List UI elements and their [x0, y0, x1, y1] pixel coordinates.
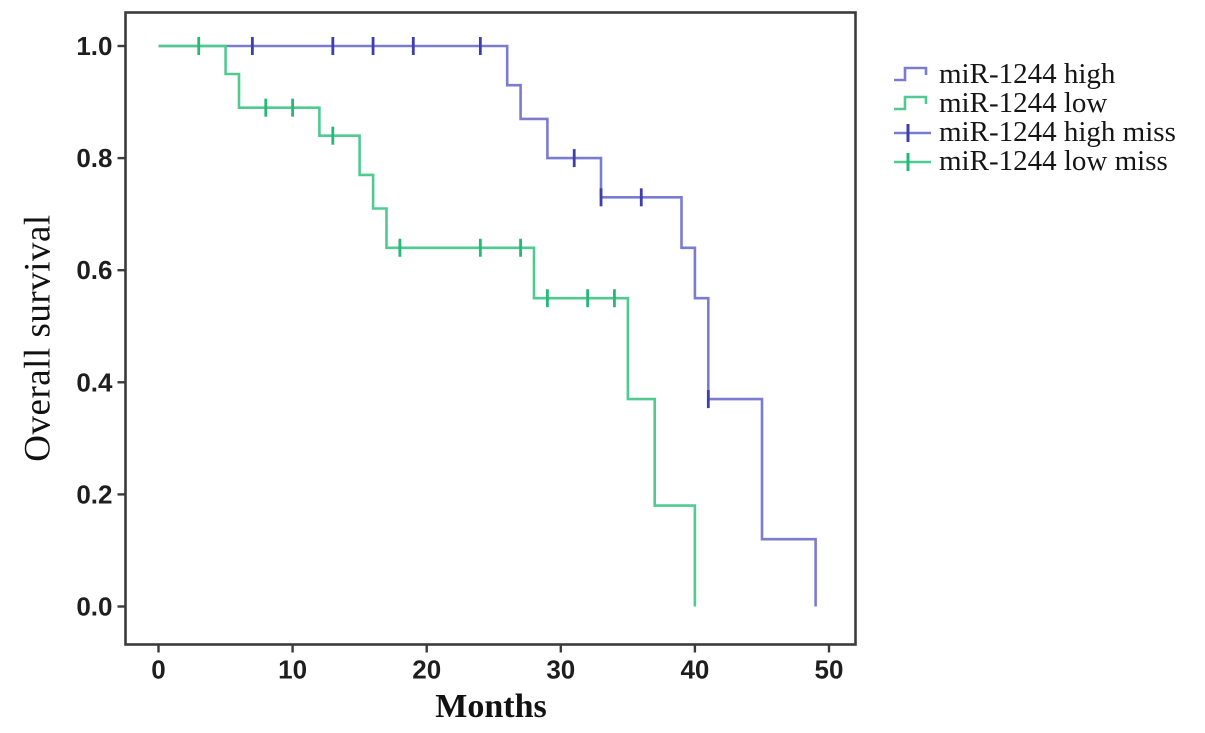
legend-label: miR-1244 high: [939, 58, 1116, 90]
legend-item-low: miR-1244 low: [893, 89, 1176, 118]
x-tick-label: 50: [815, 655, 844, 685]
x-tick-label: 10: [278, 655, 307, 685]
step-line-icon: [894, 95, 928, 110]
survival-curve-high: [158, 44, 817, 607]
x-axis-title: Months: [435, 688, 547, 725]
plot-border: [124, 11, 857, 646]
legend-label: miR-1244 low: [939, 87, 1108, 119]
y-tick-label: 0.8: [76, 143, 112, 173]
censor-plus-icon: [894, 152, 931, 171]
x-tick-label: 30: [546, 655, 575, 685]
x-tick-label: 0: [151, 655, 165, 685]
step-line-glyph: [894, 95, 928, 110]
y-tick-label: 0.6: [76, 255, 112, 285]
y-tick-label: 0.0: [76, 592, 112, 622]
x-tick-label: 20: [412, 655, 441, 685]
x-tick-label: 40: [680, 655, 709, 685]
y-tick-label: 1.0: [76, 31, 112, 61]
legend: miR-1244 high miR-1244 low miR-1244 high…: [893, 60, 1176, 176]
legend-item-low-miss: miR-1244 low miss: [893, 147, 1176, 176]
legend-label: miR-1244 high miss: [939, 116, 1176, 148]
legend-item-high-miss: miR-1244 high miss: [893, 118, 1176, 147]
step-line-icon: [894, 66, 928, 81]
legend-label: miR-1244 low miss: [939, 145, 1168, 177]
legend-item-high: miR-1244 high: [893, 60, 1176, 89]
y-tick-label: 0.2: [76, 479, 112, 509]
y-tick-label: 0.4: [76, 367, 113, 397]
survival-curve-low: [158, 44, 697, 607]
step-line-glyph: [894, 66, 928, 81]
censor-plus-icon: [894, 123, 931, 142]
y-axis-title: Overall survival: [17, 214, 59, 462]
